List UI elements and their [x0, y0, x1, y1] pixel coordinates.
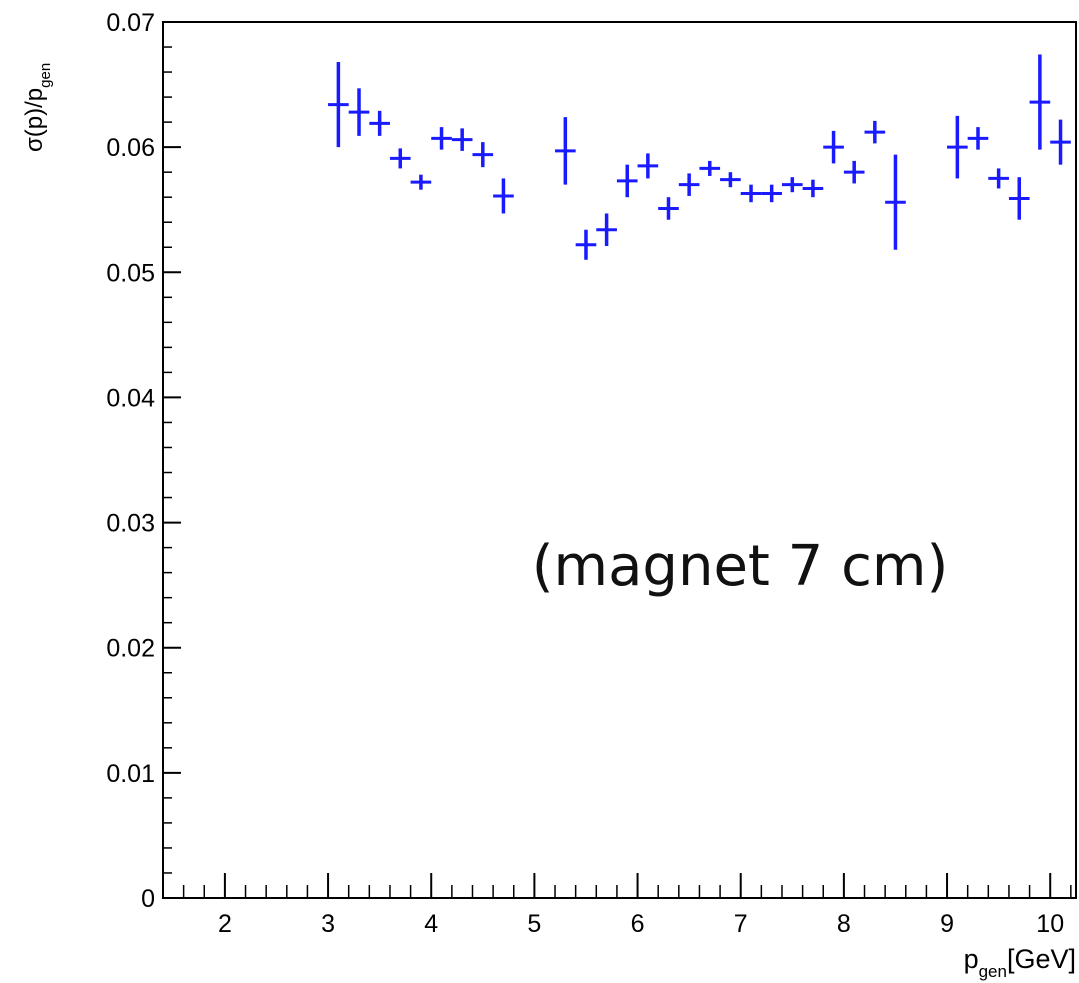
y-tick-label: 0.02	[106, 635, 155, 663]
y-axis-title-main: σ(p)/p	[21, 88, 48, 152]
data-point	[493, 178, 514, 214]
data-point	[843, 160, 865, 184]
y-tick-label: 0.03	[106, 510, 155, 538]
y-axis-title: σ(p)/pgen	[21, 63, 54, 152]
x-tick-label: 7	[734, 910, 748, 938]
plot-frame	[162, 21, 1077, 899]
data-point	[389, 148, 411, 169]
data-point	[781, 177, 803, 193]
data-point	[761, 184, 782, 203]
x-axis-title-unit: [GeV]	[1007, 944, 1076, 974]
y-tick-label: 0.04	[106, 384, 155, 412]
data-point	[1029, 54, 1051, 150]
x-axis: 2 3 4 5 6 7 8 9 10	[218, 873, 1064, 938]
data-point	[740, 184, 762, 203]
x-tick-label: 4	[424, 910, 438, 938]
y-tick-label: 0.05	[106, 259, 155, 287]
data-point	[410, 174, 432, 190]
data-point	[699, 160, 721, 176]
data-point	[348, 88, 370, 136]
data-point	[720, 172, 741, 188]
data-point	[575, 229, 597, 260]
data-point	[678, 173, 700, 196]
data-point	[451, 128, 473, 151]
x-tick-label: 2	[218, 910, 232, 938]
y-tick-label: 0.01	[106, 760, 155, 788]
data-point	[864, 120, 886, 144]
svg-text:pgen[GeV]: pgen[GeV]	[964, 944, 1076, 981]
data-points	[328, 54, 1071, 260]
data-point	[472, 142, 494, 168]
data-point	[885, 154, 906, 250]
data-point	[802, 179, 824, 198]
data-point	[431, 127, 452, 150]
x-tick-label: 9	[940, 910, 954, 938]
data-point	[596, 213, 617, 247]
x-minor-ticks	[162, 885, 1072, 898]
data-point	[823, 130, 844, 164]
y-axis: 0 0.01 0.02 0.03 0.04 0.05 0.06 0.07	[106, 9, 181, 913]
data-point	[328, 62, 349, 148]
x-tick-label: 6	[631, 910, 645, 938]
data-point	[1050, 119, 1071, 165]
data-point	[988, 168, 1009, 189]
data-point	[1008, 177, 1030, 220]
data-point	[947, 115, 968, 179]
data-point	[967, 127, 989, 150]
x-axis-title-main: p	[964, 944, 979, 974]
y-tick-label: 0	[141, 885, 155, 913]
x-tick-label: 10	[1036, 910, 1064, 938]
y-minor-ticks	[163, 46, 172, 874]
data-point	[555, 117, 576, 185]
annotation-magnet: (magnet 7 cm)	[532, 534, 949, 599]
data-point	[369, 110, 390, 136]
data-point	[658, 197, 679, 220]
x-axis-title: pgen[GeV]	[964, 944, 1076, 981]
y-tick-label: 0.07	[106, 9, 155, 37]
y-axis-title-sub: gen	[37, 63, 54, 88]
svg-text:σ(p)/pgen: σ(p)/pgen	[21, 63, 54, 152]
data-point	[616, 164, 638, 198]
y-tick-label: 0.06	[106, 134, 155, 162]
x-tick-label: 5	[527, 910, 541, 938]
data-point	[637, 153, 659, 179]
x-tick-label: 8	[837, 910, 851, 938]
x-axis-title-sub: gen	[979, 962, 1007, 981]
x-tick-label: 3	[321, 910, 335, 938]
